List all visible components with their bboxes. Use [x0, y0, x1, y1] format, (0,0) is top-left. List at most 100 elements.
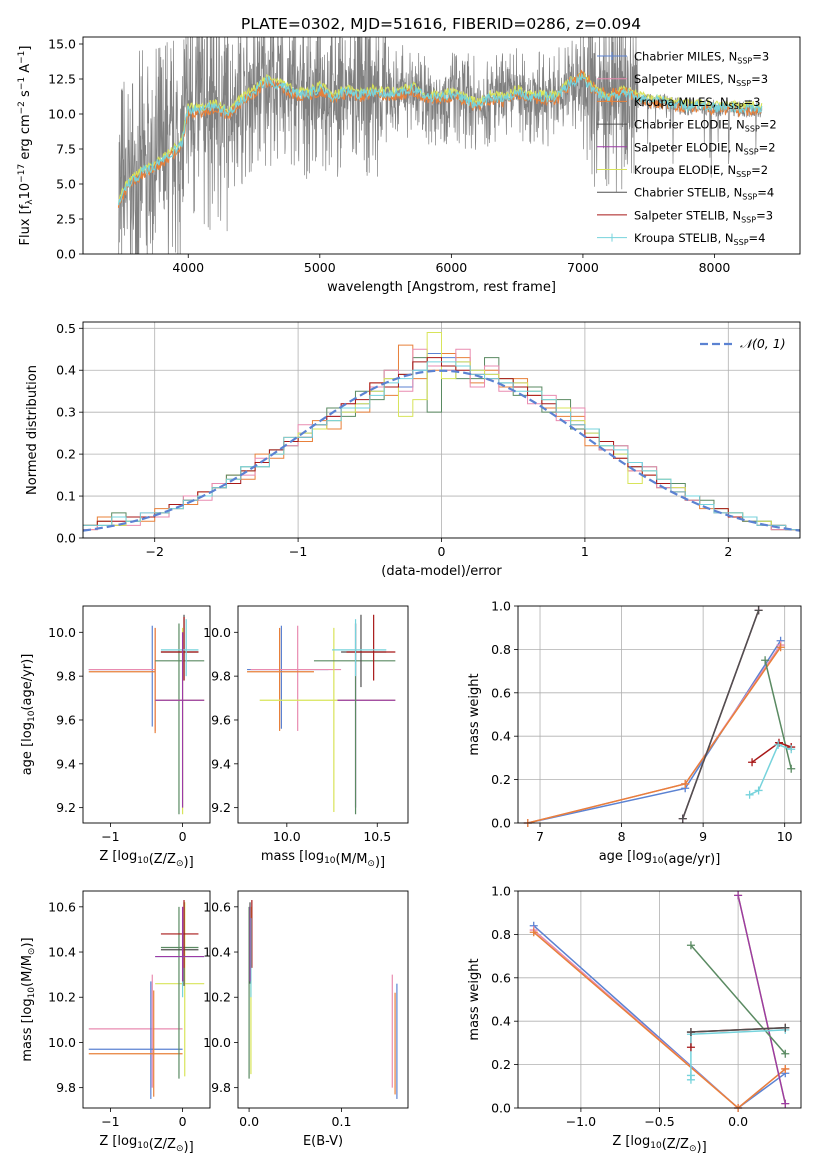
weight-marker-orange	[529, 928, 538, 937]
legend-label-n: =2	[760, 118, 777, 132]
weight-marker-purple	[734, 891, 743, 900]
weight-marker-green	[787, 764, 796, 773]
x-axis-label: age [log10(age/yr)]	[599, 849, 721, 867]
plot-area	[248, 900, 398, 1099]
y-axis-label-part: λ	[25, 199, 35, 205]
x-tick-label: 8	[618, 829, 626, 844]
x-tick-label: 5000	[304, 260, 336, 275]
legend-label-text: Chabrier STELIB, N	[634, 186, 742, 200]
x-tick-label: 10.0	[273, 829, 301, 844]
legend-label-text: Salpeter MILES, N	[634, 72, 736, 86]
y-tick-label: 15.0	[48, 37, 76, 52]
weight-line-green	[764, 660, 792, 769]
y-tick-label: 0.0	[491, 816, 511, 831]
x-axis-label: (data-model)/error	[381, 564, 502, 579]
legend-entry: Salpeter MILES, NSSP=3	[597, 72, 768, 88]
weight-marker-purple	[781, 1099, 790, 1108]
y-tick-label: 0.2	[491, 1057, 511, 1072]
x-tick-label: 8000	[699, 260, 731, 275]
axes-frame	[82, 321, 801, 539]
legend-label: Kroupa ELODIE, NSSP=2	[634, 163, 768, 179]
legend-label-sub: SSP	[737, 57, 752, 66]
y-tick-label: 10.4	[203, 945, 231, 960]
weight-marker-orange	[781, 1064, 790, 1073]
x-axis-label: Z [log10(Z/Z⊙)]	[612, 1134, 706, 1155]
x-axis-label-part: 10	[137, 1141, 149, 1151]
chart-spectrum: 4000 5000 6000 7000 8000 0.0 2.5 5.0 7.5 10.0 12.5…	[17, 37, 801, 295]
x-tick-label: −1	[289, 544, 307, 559]
y-axis-label-part: (age/yr)]	[20, 654, 35, 711]
weight-line-orange	[527, 646, 782, 823]
y-axis-label: mass weight	[467, 673, 482, 755]
y-axis-label-part: ⊙	[27, 948, 37, 956]
weight-marker-orange	[681, 779, 690, 788]
weight-marker-cyan	[774, 740, 783, 749]
legend-label: Chabrier STELIB, NSSP=4	[634, 186, 774, 202]
y-tick-label: 1.0	[491, 884, 511, 899]
plot-area	[83, 322, 800, 538]
figure-title: PLATE=0302, MJD=51616, FIBERID=0286, z=0…	[241, 15, 641, 33]
legend-label-sub: SSP	[741, 215, 756, 224]
weight-marker-orange	[776, 643, 785, 652]
y-tick-label: 0.8	[491, 642, 511, 657]
axes-frame	[517, 890, 802, 1109]
legend-entry: Kroupa STELIB, NSSP=4	[597, 231, 765, 247]
x-axis-label: wavelength [Angstrom, rest frame]	[327, 280, 556, 295]
weight-line-blue	[533, 925, 786, 1108]
x-axis-label-part: (Z/Z	[149, 852, 176, 867]
x-axis-label-part: 10	[652, 856, 664, 866]
weight-marker-green	[781, 1049, 790, 1058]
y-axis-label: mass [log10(M/M⊙)]	[20, 937, 37, 1061]
x-tick-label: 10	[777, 829, 793, 844]
weight-marker-darkgrey	[686, 1028, 695, 1037]
y-tick-label: 0.6	[491, 685, 511, 700]
legend-label: Salpeter MILES, NSSP=3	[634, 72, 768, 88]
y-tick-label: 9.4	[56, 756, 76, 771]
y-axis-label: age [log10(age/yr)]	[20, 654, 37, 776]
legend-label-sub: SSP	[729, 102, 744, 111]
x-tick-label: −2	[145, 544, 163, 559]
x-axis-label-part: (age/yr)]	[663, 852, 720, 867]
y-tick-label: 9.4	[211, 756, 231, 771]
y-tick-label: 9.8	[56, 669, 76, 684]
x-axis-label-part: ⊙	[367, 859, 375, 869]
legend-label-text: Salpeter ELODIE, N	[634, 140, 744, 154]
legend-entry: Kroupa ELODIE, NSSP=2	[597, 163, 768, 179]
x-tick-label: −0.5	[644, 1114, 674, 1129]
y-axis-label: mass weight	[467, 958, 482, 1040]
y-tick-label: 9.2	[56, 800, 76, 815]
weight-marker-green	[761, 656, 770, 665]
axes-frame	[237, 605, 409, 824]
x-axis-label-part: mass [log	[261, 849, 324, 864]
legend-label-sub: SSP	[745, 125, 760, 134]
x-tick-label: 0.1	[332, 1114, 352, 1129]
axes-frame	[82, 890, 211, 1109]
x-tick-label: −1	[101, 1114, 119, 1129]
legend-entry: Chabrier STELIB, NSSP=4	[597, 186, 774, 202]
x-axis-label-part: )]	[375, 855, 385, 870]
y-tick-label: 10.6	[48, 899, 76, 914]
y-tick-label: 2.5	[56, 212, 76, 227]
x-tick-label: 4000	[172, 260, 204, 275]
x-axis-label: mass [log10(M/M⊙)]	[261, 849, 385, 870]
y-tick-label: 0.5	[56, 321, 76, 336]
y-tick-label: 9.8	[56, 1080, 76, 1095]
plot-area	[247, 614, 396, 815]
x-tick-label: 0	[438, 544, 446, 559]
x-tick-label: 7	[536, 829, 544, 844]
weight-marker-cyan	[754, 786, 763, 795]
weight-line-orange	[533, 931, 786, 1108]
y-tick-label: 0.2	[56, 447, 76, 462]
y-axis-label-part: 10	[27, 710, 37, 722]
legend-label-n: =2	[759, 140, 776, 154]
y-tick-label: 0.0	[491, 1101, 511, 1116]
axes-frame	[237, 890, 409, 1109]
legend-entry: Kroupa MILES, NSSP=3	[597, 95, 760, 111]
weight-line-green	[690, 944, 786, 1055]
x-axis-label-part: )]	[184, 1140, 194, 1155]
y-axis-label-part: s	[18, 90, 33, 101]
chart-mass-vs-Z: −1 09.810.010.210.410.6Z [log10(Z/Z⊙)]mas…	[20, 890, 211, 1155]
y-tick-label: 7.5	[56, 142, 76, 157]
y-axis-label: Normed distribution	[25, 365, 40, 495]
